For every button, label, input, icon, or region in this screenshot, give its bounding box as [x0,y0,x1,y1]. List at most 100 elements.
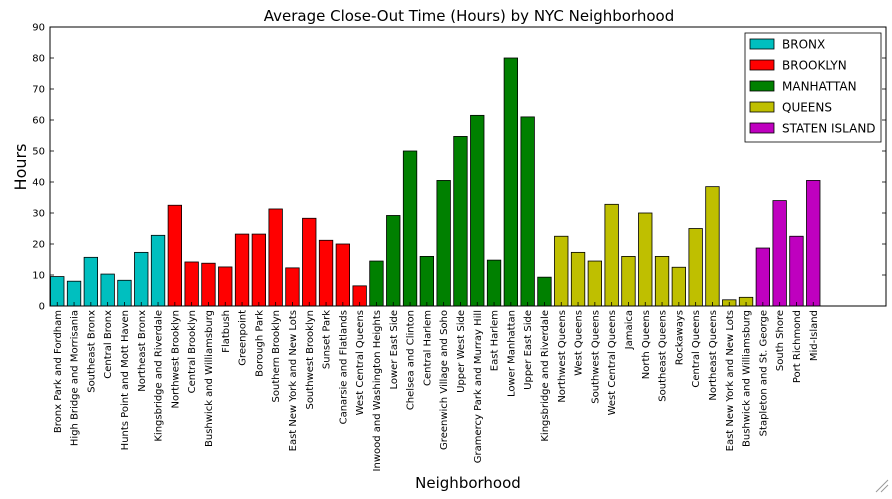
x-tick-label: West Central Queens [607,310,618,415]
bar [150,234,166,307]
bar [419,255,435,307]
bar [386,215,401,307]
bar [470,114,485,307]
bar [537,276,552,307]
bar [134,251,149,307]
bar [369,260,384,307]
x-tick-label: South Shore [775,310,786,371]
bar [318,239,334,307]
bar [83,256,98,307]
legend-swatch [749,59,775,71]
bar [453,136,468,307]
x-tick-label: High Bridge and Morrisania [70,310,81,446]
bar [705,186,720,307]
bar [654,255,670,307]
y-tick-label: 30 [32,209,45,220]
bar [688,228,703,307]
bar [302,217,317,307]
y-axis: 0 10 20 30 40 50 60 70 80 90 [32,23,886,313]
x-tick-label: Upper West Side [456,310,467,393]
x-tick-label: Canarsie and Flatlands [338,310,349,424]
bar [638,212,653,307]
x-tick-label: West Queens [574,310,585,376]
x-tick-label: Greenwich Village and Soho [439,310,450,450]
y-tick-label: 40 [32,178,45,189]
x-tick-label: Lower East Side [389,310,400,390]
x-tick-label: Southwest Brooklyn [305,310,316,410]
bar [201,262,216,307]
x-tick-label: East New York and New Lots [288,310,299,451]
x-tick-label: East Harlem [490,310,501,371]
x-tick-label: Chelsea and Clinton [406,310,417,410]
bars-layer [50,57,821,307]
bar [587,260,602,307]
resize-grip-icon[interactable] [875,479,889,493]
y-tick-label: 50 [32,147,45,158]
x-tick-label: Rockaways [674,310,685,365]
legend-label: BROOKLYN [782,59,847,73]
bar [234,233,250,307]
y-tick-label: 60 [32,116,45,127]
y-tick-label: 80 [32,54,45,65]
x-axis: Bronx Park and Fordham High Bridge and Mo… [53,302,820,471]
x-tick-label: Hunts Point and Mott Haven [120,310,131,450]
x-tick-label: Greenpoint [238,310,249,366]
bar [50,276,65,307]
legend-label: QUEENS [782,101,832,115]
x-tick-label: Port Richmond [792,310,803,383]
y-tick-label: 10 [32,271,45,282]
x-tick-label: Southern Brooklyn [271,310,282,402]
x-tick-label: North Queens [641,310,652,379]
legend-swatch [749,101,775,113]
bar [100,273,115,307]
x-tick-label: Central Brooklyn [187,310,198,393]
bar [268,208,283,307]
x-tick-label: Upper East Side [523,310,534,390]
x-tick-label: Southeast Bronx [86,310,97,393]
x-tick-label: Stapleton and St. George [758,310,769,436]
bar [772,200,787,307]
bar [554,235,569,307]
x-tick-label: Kingsbridge and Riverdale [540,310,551,442]
x-tick-label: Central Queens [691,310,702,388]
bar [285,267,300,307]
x-tick-label: Central Harlem [422,310,433,386]
legend-swatch [749,80,775,92]
legend-swatch [749,122,775,134]
bar [335,243,351,307]
y-tick-label: 70 [32,85,45,96]
legend: BRONX BROOKLYN MANHATTAN QUEENS STATEN ISLAN… [744,32,882,143]
bar [520,116,535,307]
bar [251,233,267,307]
legend-label: BRONX [782,38,825,52]
bar [671,266,686,307]
x-tick-label: Bronx Park and Fordham [53,310,64,433]
bar [184,261,199,307]
plot-frame [49,26,887,307]
legend-swatch [749,38,775,50]
x-tick-label: Gramercy Park and Murray Hill [473,310,484,463]
bar [789,235,804,307]
x-tick-label: East New York and New Lots [725,310,736,451]
x-tick-label: Sunset Park [322,310,333,369]
x-tick-label: Southwest Queens [590,310,601,404]
bar [604,203,619,307]
bar [806,180,821,307]
x-tick-label: Flatbush [221,310,232,353]
bar [486,259,502,307]
x-tick-label: Southeast Queens [658,310,669,402]
x-tick-label: West Central Queens [355,310,366,415]
y-tick-label: 90 [32,23,45,34]
x-tick-label: Northwest Queens [557,310,568,403]
x-tick-label: Northwest Brooklyn [170,310,181,408]
bar [570,251,586,307]
x-tick-label: Borough Park [254,310,265,377]
bar [167,204,183,307]
x-axis-label: Neighborhood [415,474,521,492]
bar [402,150,418,307]
x-tick-label: Central Bronx [103,310,114,379]
bar [621,255,636,307]
bar [503,57,519,307]
